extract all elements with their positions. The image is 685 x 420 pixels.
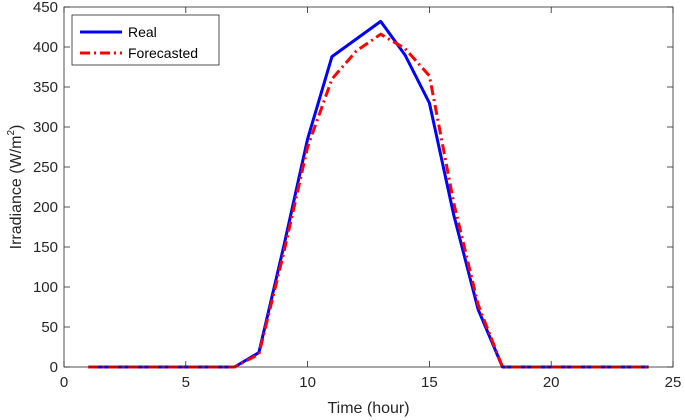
x-tick-label: 25 xyxy=(665,374,682,391)
plot-area xyxy=(64,7,673,367)
x-tick-label: 20 xyxy=(543,374,560,391)
x-tick-label: 10 xyxy=(299,374,316,391)
y-tick-label: 250 xyxy=(33,159,58,176)
y-axis-label: Irradiance (W/m2) xyxy=(6,125,25,250)
x-tick-label: 15 xyxy=(421,374,438,391)
axes-frame xyxy=(63,6,674,368)
legend-label-forecasted: Forecasted xyxy=(128,45,198,61)
y-tick-label: 0 xyxy=(50,359,58,376)
y-axis-label-superscript: 2 xyxy=(6,130,17,136)
legend-box xyxy=(71,14,220,66)
axes-layer xyxy=(63,6,674,368)
y-tick-label: 50 xyxy=(41,319,58,336)
legend-label-real: Real xyxy=(128,24,157,40)
y-tick-label: 200 xyxy=(33,199,58,216)
x-tick-label: 5 xyxy=(182,374,190,391)
x-tick-label: 0 xyxy=(60,374,68,391)
y-tick-label: 100 xyxy=(33,279,58,296)
legend: Real Forecasted xyxy=(71,14,220,66)
y-tick-label: 350 xyxy=(33,79,58,96)
y-tick-label: 150 xyxy=(33,239,58,256)
y-tick-label: 300 xyxy=(33,119,58,136)
y-tick-label: 450 xyxy=(33,0,58,16)
y-axis-label-close: ) xyxy=(8,125,25,130)
x-axis-label: Time (hour) xyxy=(327,400,409,417)
y-tick-label: 400 xyxy=(33,39,58,56)
y-axis-label-main: Irradiance (W/m xyxy=(8,136,25,250)
